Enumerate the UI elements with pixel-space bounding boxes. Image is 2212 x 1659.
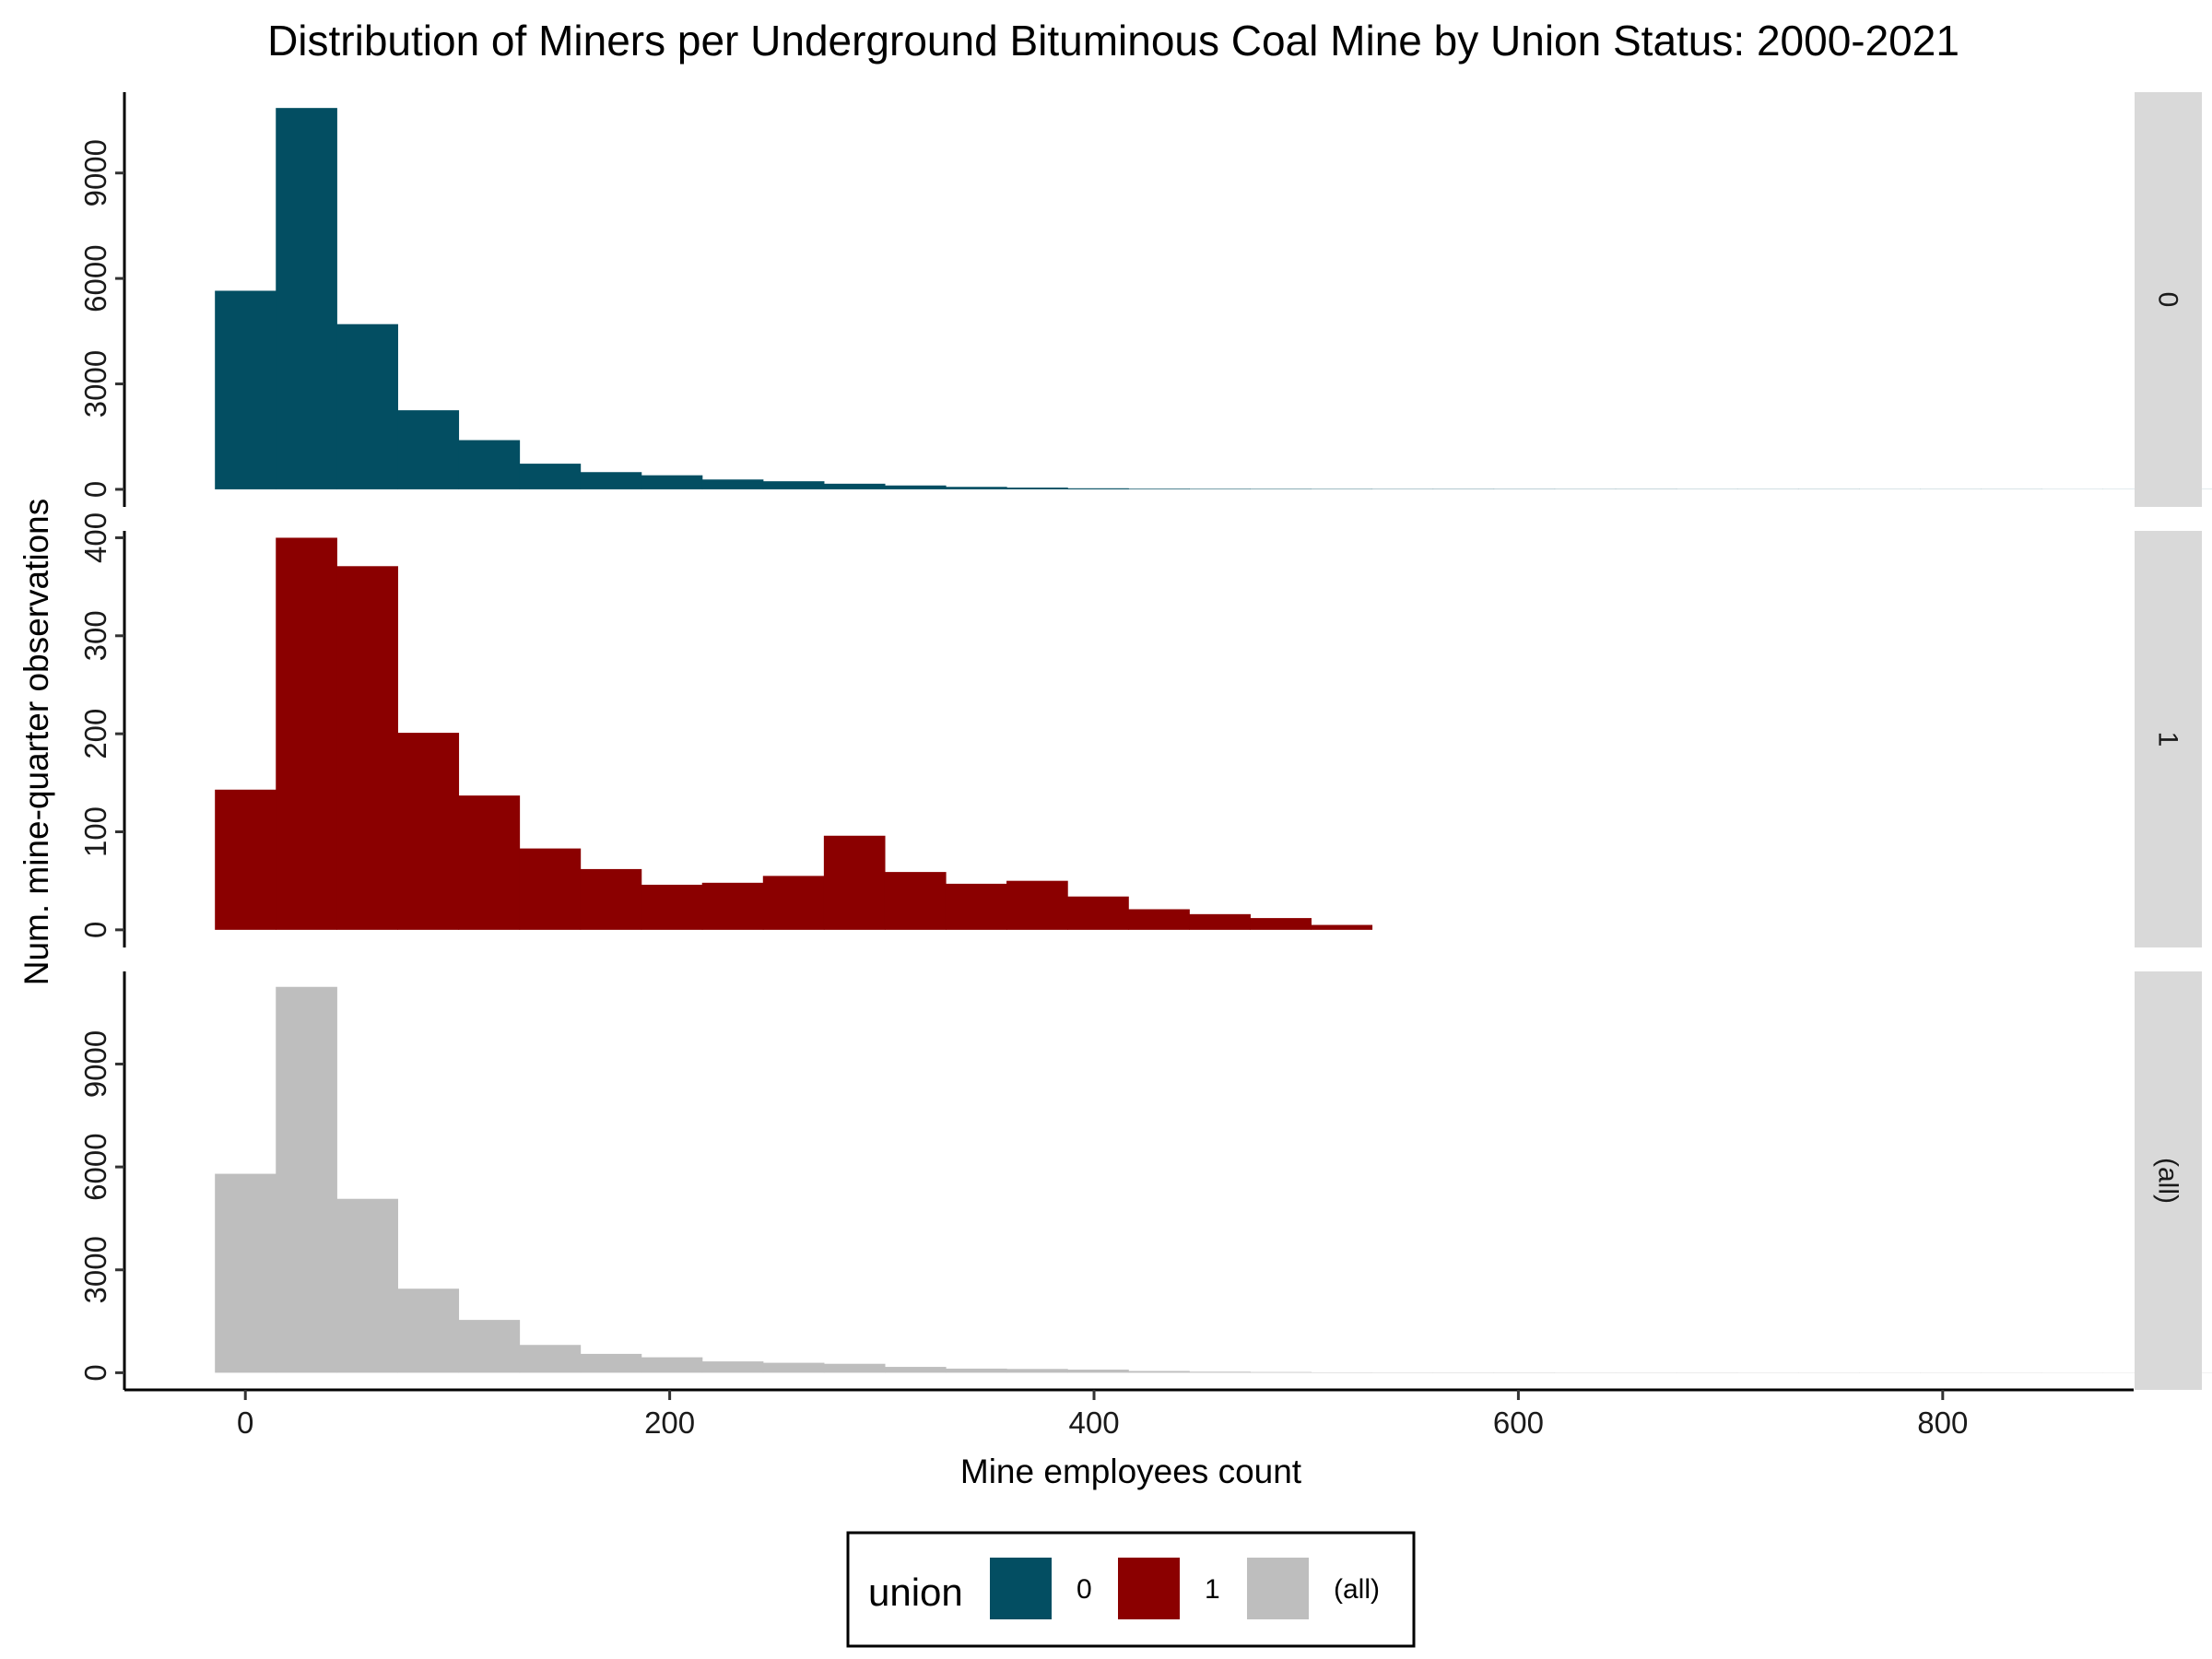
histogram-bar <box>1067 1370 1129 1373</box>
facet-strip-label: (all) <box>2153 1158 2183 1204</box>
histogram-bar <box>1128 1371 1190 1373</box>
x-tick-label: 800 <box>1917 1406 1968 1440</box>
x-axis: 0 200 400 600 800 <box>124 1388 2134 1440</box>
histogram-bar <box>884 485 947 489</box>
x-axis-title: Mine employees count <box>960 1453 1302 1490</box>
histogram-bar <box>336 324 398 489</box>
legend-key <box>990 1558 1052 1619</box>
histogram-bar <box>458 440 521 489</box>
histogram-bar <box>458 795 521 930</box>
histogram-bar <box>336 1198 398 1373</box>
histogram-bar <box>1006 1369 1068 1373</box>
y-tick-label: 300 <box>78 610 112 661</box>
histogram-bar <box>519 464 582 489</box>
histogram-bar <box>762 1362 825 1373</box>
histogram-bar <box>641 884 703 930</box>
y-axis-title: Num. mine-quarter observations <box>18 499 55 986</box>
y-tick-label: 0 <box>78 1364 112 1381</box>
x-tick-label: 400 <box>1068 1406 1119 1440</box>
facet-panel: 0 3000 6000 9000 (all) <box>78 971 2212 1390</box>
legend-label: (all) <box>1334 1574 1380 1605</box>
histogram-bar <box>215 789 276 930</box>
legend-label: 0 <box>1077 1574 1092 1605</box>
histogram-bar <box>458 1320 521 1373</box>
x-tick-label: 200 <box>644 1406 695 1440</box>
y-tick-label: 200 <box>78 709 112 759</box>
histogram-bar <box>945 883 1007 930</box>
histogram-bar <box>641 475 703 489</box>
histogram-bar <box>580 868 642 930</box>
histogram-bar <box>945 1368 1007 1373</box>
facet-strip <box>2135 971 2202 1390</box>
histogram-bar <box>823 483 886 489</box>
histogram-bar <box>823 1363 886 1373</box>
legend-title: union <box>868 1571 963 1614</box>
histogram-bar <box>580 1353 642 1373</box>
facet-strip-label: 1 <box>2153 732 2183 747</box>
x-tick-label: 0 <box>237 1406 253 1440</box>
y-tick-label: 3000 <box>78 1236 112 1303</box>
histogram-bar <box>336 566 398 930</box>
histogram-bar <box>701 1361 764 1373</box>
y-tick-label: 0 <box>78 922 112 938</box>
histogram-bar <box>215 1173 276 1373</box>
histogram-bar <box>823 835 886 930</box>
histogram-bar <box>397 733 460 930</box>
facet-panels: 0 3000 6000 9000 0 0 100 200 300 400 1 0 3000 6000 900… <box>78 92 2212 1390</box>
histogram-bar <box>1067 896 1129 930</box>
histogram-bar <box>945 487 1007 489</box>
facet-panel: 0 100 200 300 400 1 <box>78 512 2202 947</box>
histogram-bar <box>519 848 582 930</box>
y-tick-label: 9000 <box>78 139 112 206</box>
histogram-bar <box>580 472 642 489</box>
histogram-bar <box>1250 1371 1312 1373</box>
histogram-bar <box>1189 913 1251 930</box>
legend-key <box>1247 1558 1309 1619</box>
y-tick-label: 3000 <box>78 350 112 418</box>
facet-strip <box>2135 531 2202 947</box>
facet-panel: 0 3000 6000 9000 0 <box>78 92 2212 507</box>
histogram-bar <box>519 1345 582 1373</box>
histogram-bar <box>641 1357 703 1373</box>
histogram-bar <box>884 1367 947 1373</box>
histogram-bar <box>762 481 825 489</box>
facet-strip-label: 0 <box>2153 292 2183 308</box>
x-tick-label: 600 <box>1493 1406 1544 1440</box>
histogram-bar <box>1311 924 1373 930</box>
histogram-bar <box>1006 488 1068 489</box>
histogram-bar <box>1128 488 1190 489</box>
chart-title: Distribution of Miners per Underground B… <box>267 17 1959 65</box>
histogram-bar <box>1250 918 1312 930</box>
histogram-bar <box>1067 488 1129 489</box>
histogram-bar <box>701 882 764 930</box>
legend-key <box>1118 1558 1180 1619</box>
y-tick-label: 100 <box>78 806 112 857</box>
y-tick-label: 9000 <box>78 1030 112 1098</box>
y-tick-label: 6000 <box>78 1133 112 1200</box>
histogram-bar <box>1189 488 1251 489</box>
histogram-bar <box>884 872 947 930</box>
facet-strip <box>2135 92 2202 507</box>
histogram-bar <box>276 108 337 489</box>
y-tick-label: 0 <box>78 481 112 498</box>
histogram-bar <box>1128 909 1190 930</box>
legend-label: 1 <box>1205 1574 1220 1605</box>
histogram-bar <box>762 876 825 930</box>
y-tick-label: 6000 <box>78 244 112 312</box>
histogram-bar <box>215 290 276 489</box>
y-tick-label: 400 <box>78 512 112 563</box>
histogram-bar <box>1006 880 1068 930</box>
histogram-bar <box>397 410 460 489</box>
legend: union 0 1 (all) <box>846 1531 1416 1648</box>
histogram-bar <box>1189 1371 1251 1373</box>
histogram-bar <box>276 986 337 1373</box>
histogram-bar <box>701 479 764 489</box>
histogram-bar <box>276 537 337 930</box>
histogram-bar <box>397 1288 460 1373</box>
